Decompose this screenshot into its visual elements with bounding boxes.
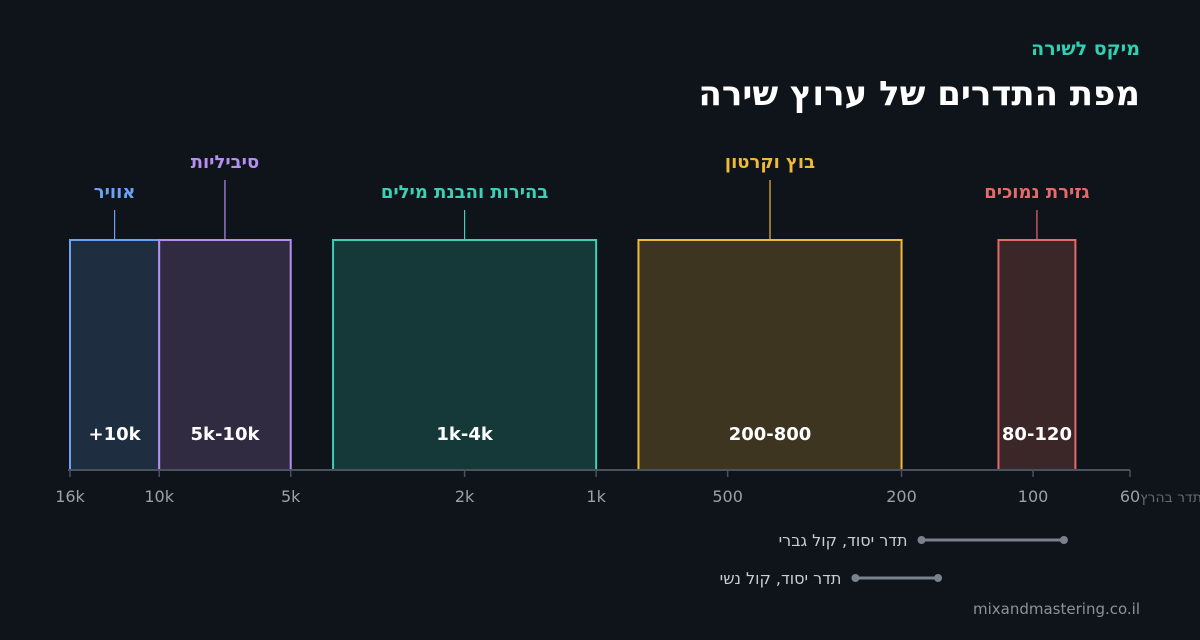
band-range-label: 200-800 [729, 424, 812, 445]
chart-title: מפת התדרים של ערוץ שירה [698, 74, 1140, 114]
band-rect [69, 239, 161, 471]
fundamental-range-dot [934, 574, 943, 582]
band-name-label: סיביליות [191, 152, 259, 173]
x-axis-label: תדר בהרץ [1140, 490, 1200, 506]
x-tick-label: 1k [586, 487, 606, 506]
band-range-label: 80-120 [1002, 424, 1072, 445]
fundamental-range-dot [917, 536, 926, 544]
x-tick-label: 100 [1018, 487, 1049, 506]
band-name-label: בהירות והבנת מילים [381, 182, 549, 203]
band-rect [332, 239, 598, 471]
x-tick-label: 500 [712, 487, 743, 506]
band-name-label: אוויר [94, 182, 136, 203]
x-tick-label: 5k [281, 487, 301, 506]
band-name-label: בוץ וקרטון [725, 152, 815, 173]
site-footer: mixandmastering.co.il [973, 600, 1140, 618]
x-tick-label: 200 [886, 487, 917, 506]
x-tick-label: 60 [1120, 487, 1140, 506]
band-range-label: 5k-10k [190, 424, 260, 445]
fundamental-range-dot [1059, 536, 1068, 544]
x-tick-label: 10k [144, 487, 174, 506]
fundamental-range-label: תדר יסוד, קול גברי [779, 531, 908, 550]
x-tick-label: 2k [455, 487, 475, 506]
chart-eyebrow: מיקס לשירה [1031, 38, 1140, 60]
x-tick-label: 16k [55, 487, 85, 506]
band-range-label: +10k [89, 424, 142, 445]
band-name-label: גזירת נמוכים [984, 182, 1089, 203]
band-range-label: 1k-4k [436, 424, 493, 445]
fundamental-range-label: תדר יסוד, קול נשי [720, 569, 842, 588]
fundamental-range-dot [851, 574, 860, 582]
